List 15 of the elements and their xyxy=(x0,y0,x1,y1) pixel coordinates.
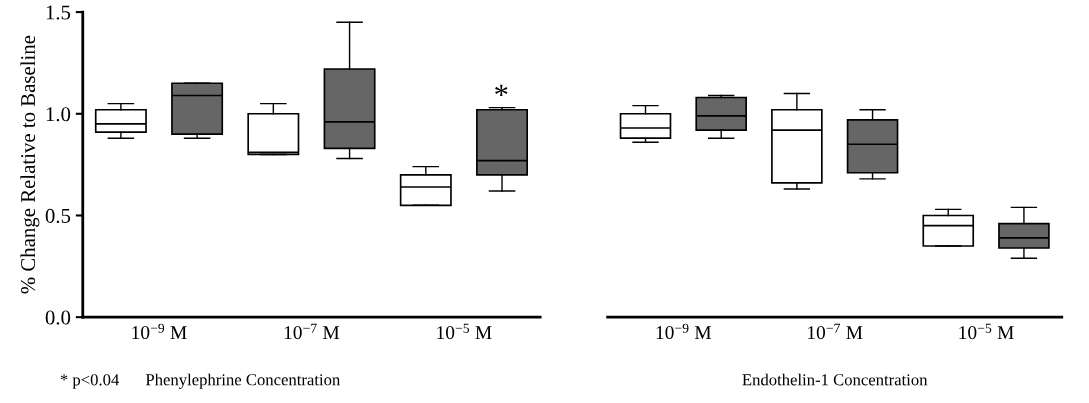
x-tick-label: 10$^{−9}$ M xyxy=(656,323,712,340)
y-tick-label: 0.5 xyxy=(45,208,71,223)
x-tick-label: 10$^{−9}$ M xyxy=(132,323,187,340)
x-axis-title: Phenylephrine Concentration xyxy=(145,373,341,389)
annotation: * xyxy=(495,84,508,97)
y-tick-label: 0.0 xyxy=(45,310,71,325)
text: * p<0.04 xyxy=(60,374,120,389)
y-axis-title: % Change Relative to Baseline xyxy=(20,35,40,294)
x-tick-label: 10$^{−5}$ M xyxy=(437,323,492,340)
x-tick-label: 10$^{−7}$ M xyxy=(808,323,863,340)
x-tick-label: 10$^{−5}$ M xyxy=(959,323,1014,340)
x-axis-title: Endothelin-1 Concentration xyxy=(742,373,928,386)
x-tick-label: 10$^{−7}$ M xyxy=(284,323,340,340)
y-tick-label: 1.0 xyxy=(46,107,71,122)
y-tick-label: 1.5 xyxy=(46,5,71,20)
